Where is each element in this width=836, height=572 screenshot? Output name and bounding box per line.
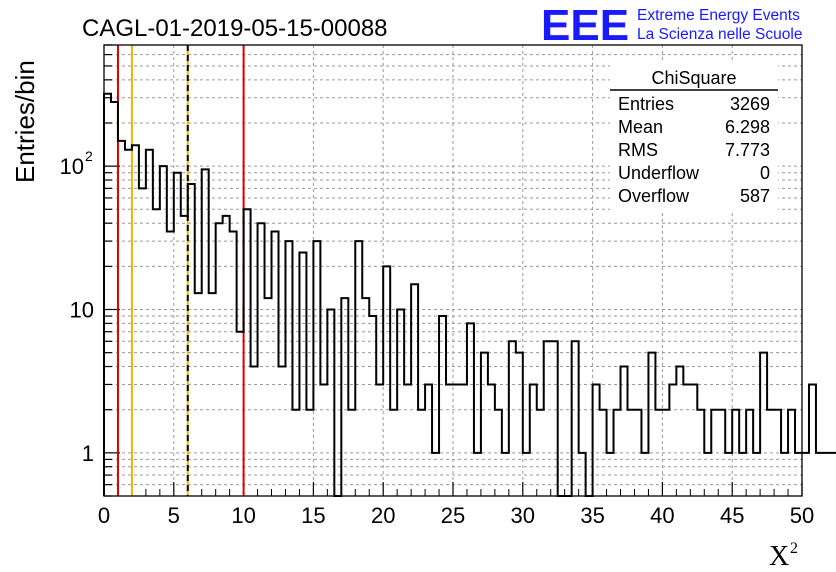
x-tick-label: 10 [231,503,255,528]
x-tick-label: 25 [441,503,465,528]
chart-title: CAGL-01-2019-05-15-00088 [82,15,388,42]
stats-row-label: Underflow [618,163,700,183]
x-tick-label: 45 [720,503,744,528]
stats-row-label: RMS [618,140,658,160]
stats-row-value: 587 [740,186,770,206]
stats-row-value: 0 [760,163,770,183]
logo-line-2: La Scienza nelle Scuole [637,26,802,43]
stats-row-label: Entries [618,94,674,114]
x-tick-label: 15 [301,503,325,528]
x-tick-label: 35 [580,503,604,528]
x-tick-label: 40 [650,503,674,528]
y-axis-label: Entries/bin [10,60,40,183]
y-tick-label-exponent: 2 [85,148,93,164]
x-tick-label: 30 [511,503,535,528]
stats-row-label: Mean [618,117,663,137]
y-tick-label: 1 [82,441,94,466]
histogram-outline [103,92,836,497]
eee-logo: EEE Extreme Energy Events La Scienza nel… [541,1,802,50]
x-tick-labels: 0 5 10 15 20 25 30 35 40 45 50 [98,503,814,528]
x-tick-label: 20 [371,503,395,528]
reference-lines [116,45,245,496]
stats-box-background [610,62,778,212]
x-axis-label-superscript: 2 [790,540,798,557]
stats-title: ChiSquare [651,68,736,88]
stats-box: ChiSquare Entries 3269 Mean 6.298 RMS 7.773 Und… [610,62,778,212]
plot-frame [103,44,803,497]
stats-row-value: 3269 [730,94,770,114]
y-tick-label: 10 [70,297,94,322]
logo-line-1: Extreme Energy Events [637,7,800,24]
stats-row-value: 7.773 [725,140,770,160]
x-tick-label: 0 [98,503,110,528]
x-axis-label-base: X [769,541,789,572]
logo-mark: EEE [541,1,629,50]
x-tick-label: 50 [790,503,814,528]
x-axis-label: X 2 [769,540,798,572]
x-tick-label: 5 [168,503,180,528]
stats-row-value: 6.298 [725,117,770,137]
y-tick-label: 10 [60,154,84,179]
stats-row-label: Overflow [618,186,690,206]
